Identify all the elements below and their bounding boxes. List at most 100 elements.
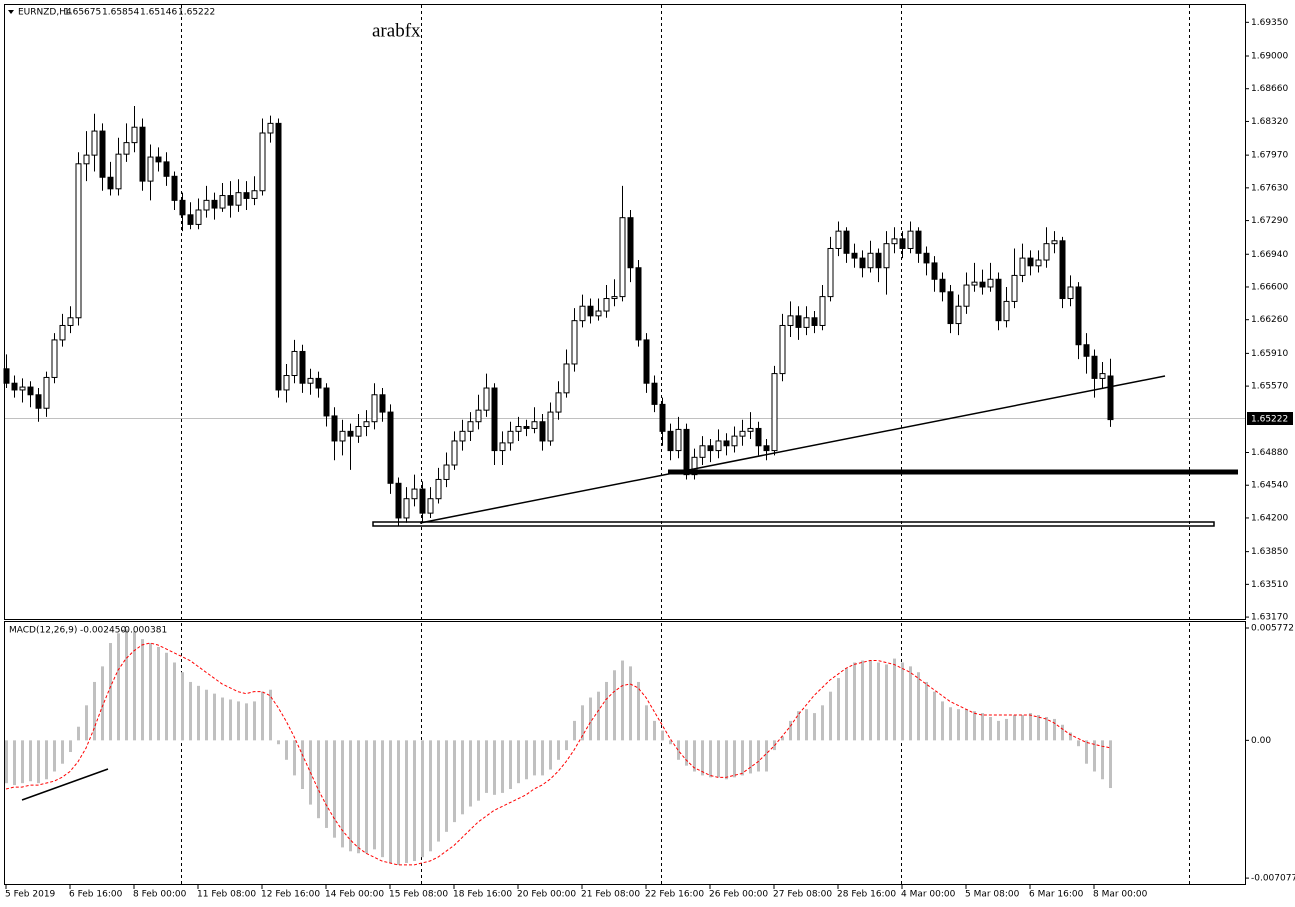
histogram-bar: [653, 720, 656, 741]
candle-body: [11, 382, 18, 391]
histogram-bar: [245, 703, 248, 741]
candle-body: [819, 296, 826, 326]
histogram-bar: [253, 701, 256, 741]
y-tick-label: 1.67630: [1251, 183, 1288, 193]
trend-line: [419, 375, 1166, 524]
candle-body: [451, 440, 458, 466]
candle-body: [195, 209, 202, 225]
x-tick-label: 6 Mar 16:00: [1029, 890, 1084, 900]
histogram-bar: [709, 740, 712, 778]
histogram-bar: [1085, 740, 1088, 764]
histogram-bar: [29, 740, 32, 782]
signal-readout: -0.000381: [121, 626, 167, 636]
histogram-bar: [365, 740, 368, 854]
x-tick-label: 18 Feb 16:00: [453, 890, 512, 900]
candle-body: [547, 411, 554, 442]
x-tick-label: 8 Mar 00:00: [1093, 890, 1148, 900]
histogram-bar: [629, 666, 632, 741]
histogram-bar: [741, 740, 744, 776]
histogram-bar: [405, 740, 408, 863]
candle-body: [147, 156, 154, 182]
candle-body: [1099, 373, 1106, 379]
histogram-bar: [733, 740, 736, 778]
histogram-bar: [813, 713, 816, 741]
candle-body: [691, 456, 698, 476]
histogram-bar: [237, 701, 240, 741]
candle-body: [931, 262, 938, 280]
macd-readout: -0.002450: [80, 626, 126, 636]
histogram-bar: [173, 662, 176, 741]
candle-body: [1083, 344, 1090, 357]
histogram-bar: [277, 740, 280, 745]
histogram-bar: [501, 740, 504, 793]
y-tick-label: 1.66940: [1251, 250, 1288, 260]
candle-body: [787, 315, 794, 326]
histogram-bar: [997, 720, 1000, 741]
watermark: arabfx: [372, 20, 421, 41]
candle-body: [875, 252, 882, 269]
candle-body: [131, 126, 138, 144]
histogram-bar: [1029, 713, 1032, 741]
histogram-bar: [429, 740, 432, 852]
histogram-bar: [757, 740, 760, 772]
histogram-bar: [341, 740, 344, 848]
candle-body: [83, 154, 90, 165]
candle-body: [659, 403, 666, 432]
candle-body: [883, 243, 890, 269]
close-readout: 1.65222: [178, 8, 215, 18]
histogram-bar: [413, 740, 416, 862]
histogram-bar: [845, 668, 848, 741]
x-tick-label: 6 Feb 16:00: [69, 890, 123, 900]
histogram-bar: [437, 740, 440, 842]
candle-body: [643, 339, 650, 384]
histogram-bar: [533, 740, 536, 776]
candle-body: [1035, 259, 1042, 267]
candle-body: [899, 238, 906, 249]
candle-body: [1075, 286, 1082, 346]
histogram-bar: [965, 709, 968, 741]
y-tick-label: 0.00: [1251, 736, 1271, 746]
candle-body: [75, 163, 82, 319]
histogram-bar: [717, 740, 720, 778]
histogram-bar: [53, 740, 56, 772]
histogram-bar: [69, 740, 72, 753]
candle-body: [747, 427, 754, 432]
candle-body: [499, 442, 506, 452]
histogram-bar: [925, 681, 928, 741]
histogram-bar: [917, 672, 920, 741]
candle-body: [59, 324, 66, 341]
histogram-bar: [909, 666, 912, 741]
candle-body: [107, 176, 114, 190]
signal-line: [5, 642, 1111, 866]
candle-body: [291, 350, 298, 377]
candle-body: [811, 317, 818, 326]
histogram-bar: [1069, 732, 1072, 741]
candle-body: [995, 278, 1002, 322]
macd-trend-line: [21, 768, 109, 801]
candle-body: [1107, 375, 1114, 421]
candle-body: [355, 426, 362, 437]
histogram-bar: [301, 740, 304, 790]
candle-body: [939, 278, 946, 293]
candle-body: [755, 427, 762, 447]
candle-body: [627, 217, 634, 269]
histogram-bar: [1077, 740, 1080, 747]
candle-body: [19, 386, 26, 391]
candle-body: [947, 291, 954, 325]
candle-body: [779, 324, 786, 375]
histogram-bar: [981, 713, 984, 741]
y-tick-label: 1.69350: [1251, 18, 1288, 28]
menu-arrow: [8, 10, 14, 14]
macd-title: MACD(12,26,9): [9, 626, 77, 636]
candle-body: [219, 195, 226, 209]
candle-body: [827, 247, 834, 298]
histogram-bar: [485, 740, 488, 793]
histogram-bar: [605, 681, 608, 741]
candle-body: [619, 217, 626, 298]
histogram-bar: [893, 658, 896, 741]
histogram-bar: [141, 639, 144, 741]
y-tick-label: 1.66260: [1251, 315, 1288, 325]
candle-body: [363, 421, 370, 428]
histogram-bar: [517, 740, 520, 784]
candle-body: [115, 153, 122, 190]
